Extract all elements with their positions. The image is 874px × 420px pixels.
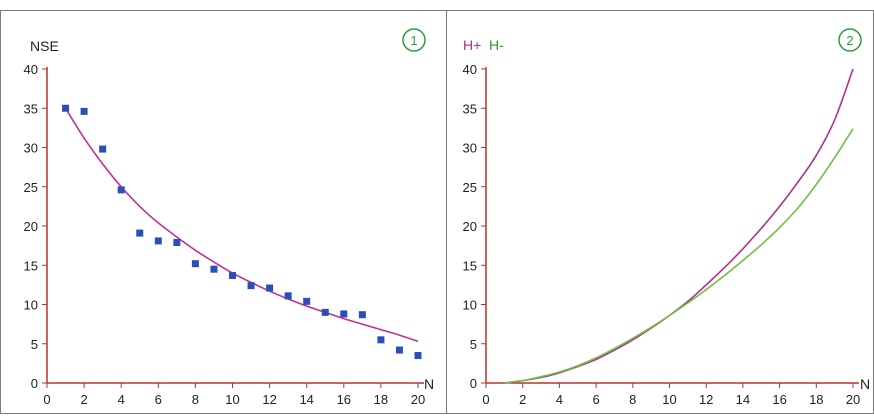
panel-2-x-tick-label: 14 — [736, 392, 750, 407]
panel-2-y-tick-label: 10 — [463, 298, 477, 313]
panel-1-y-tick-label: 15 — [24, 258, 38, 273]
panel-1-data-point — [247, 282, 255, 290]
panel-2-xlabel: N — [860, 376, 870, 392]
panel-1-y-tick-label: 35 — [24, 101, 38, 116]
panel-1-x-tick-label: 14 — [299, 392, 313, 407]
panel-2-x-tick-label: 6 — [592, 392, 599, 407]
panel-1-y-tick-label: 0 — [31, 376, 38, 391]
panel-1-x-tick-label: 2 — [80, 392, 87, 407]
panel-1-data-point — [340, 310, 348, 318]
panel-2-legend: H+ H- — [463, 37, 504, 53]
panel-1-y-tick-label: 5 — [31, 337, 38, 352]
panel-1-number-circle — [402, 28, 426, 52]
panel-1-x-tick-label: 6 — [155, 392, 162, 407]
panel-2-y-tick-label: 0 — [470, 376, 477, 391]
panel-1-data-point — [229, 271, 236, 279]
panel-2-y-tick-label: 40 — [463, 62, 477, 77]
panel-1-x-tick-label: 12 — [262, 392, 276, 407]
panel-1-y-tick-label: 25 — [24, 180, 38, 195]
panel-1-y-tick-label: 20 — [24, 219, 38, 234]
legend-item-h-minus: H- — [489, 37, 504, 53]
panel-2-series — [504, 68, 854, 384]
panel-2-x-tick-label: 0 — [482, 392, 489, 407]
panel-1-x-tick-label: 8 — [192, 392, 199, 407]
panel-2-axes: 0 5 10 15 20 25 30 35 40 0 2 4 6 8 10 12 14 16 18 20 — [463, 62, 861, 407]
panel-1-points — [62, 104, 422, 360]
panel-1-data-point — [414, 352, 422, 360]
panel-1-data-point — [321, 308, 329, 316]
panel-1-x-tick-label: 16 — [337, 392, 351, 407]
panel-2-x-tick-label: 16 — [772, 392, 786, 407]
panel-1-data-point — [154, 237, 162, 245]
panel-1-y-tick-label: 40 — [24, 62, 38, 77]
panel-1-y-tick-label: 30 — [24, 141, 38, 156]
panel-2-x-tick-label: 20 — [846, 392, 860, 407]
panel-2-y-tick-label: 25 — [463, 180, 477, 195]
panel-1-data-point — [173, 238, 181, 246]
panel-1-x-tick-label: 20 — [411, 392, 425, 407]
panel-1-data-point — [136, 229, 144, 237]
panel-1-data-point — [358, 311, 366, 319]
panel-1-x-tick-label: 4 — [118, 392, 125, 407]
panel-1-xlabel: N — [424, 376, 434, 392]
panel-1-x-tick-label: 10 — [225, 392, 239, 407]
panel-1-data-point — [99, 145, 107, 153]
panel-1-data-point — [191, 260, 199, 268]
panel-2-number-label: 2 — [846, 33, 853, 48]
panel-1-x-tick-label: 0 — [43, 392, 50, 407]
panel-1-number-marker: 1 — [402, 28, 426, 52]
panel-1-data-point — [395, 346, 403, 354]
panel-2-number-marker: 2 — [838, 28, 862, 52]
panel-1-data-point — [303, 297, 311, 305]
panel-2-x-tick-label: 4 — [556, 392, 563, 407]
panel-2-y-tick-label: 15 — [463, 258, 477, 273]
panel-1-axes: 0 5 10 15 20 25 30 35 40 0 2 4 6 8 10 12 14 16 18 20 — [24, 62, 426, 407]
panel-1-data-point — [210, 265, 218, 273]
panel-1-data-point — [117, 186, 125, 194]
panel-1-ylabel: NSE — [30, 38, 59, 54]
panel-1-number-label: 1 — [410, 33, 417, 48]
panel-1-data-point — [266, 284, 274, 292]
panel-2-frame — [446, 10, 874, 414]
panel-1-y-tick-label: 10 — [24, 298, 38, 313]
panel-2-series-line-h-minus — [504, 128, 854, 384]
panel-2-x-tick-label: 8 — [629, 392, 636, 407]
panel-2-number-circle — [838, 28, 862, 52]
panel-1-data-point — [284, 292, 292, 300]
panel-2-y-tick-label: 5 — [470, 337, 477, 352]
panel-2-x-tick-label: 12 — [699, 392, 713, 407]
panel-1-x-tick-label: 18 — [374, 392, 388, 407]
panel-2-x-tick-label: 18 — [809, 392, 823, 407]
panel-2-x-tick-label: 10 — [662, 392, 676, 407]
panel-2-y-tick-label: 30 — [463, 141, 477, 156]
legend-item-h-plus: H+ — [463, 37, 481, 53]
panel-2-x-tick-label: 2 — [519, 392, 526, 407]
panel-2-y-tick-label: 35 — [463, 101, 477, 116]
panel-2-y-tick-label: 20 — [463, 219, 477, 234]
panel-1-data-point — [377, 336, 385, 344]
panel-1-data-point — [80, 107, 88, 115]
panel-1-data-point — [62, 104, 70, 112]
panel-1-frame — [0, 10, 447, 414]
